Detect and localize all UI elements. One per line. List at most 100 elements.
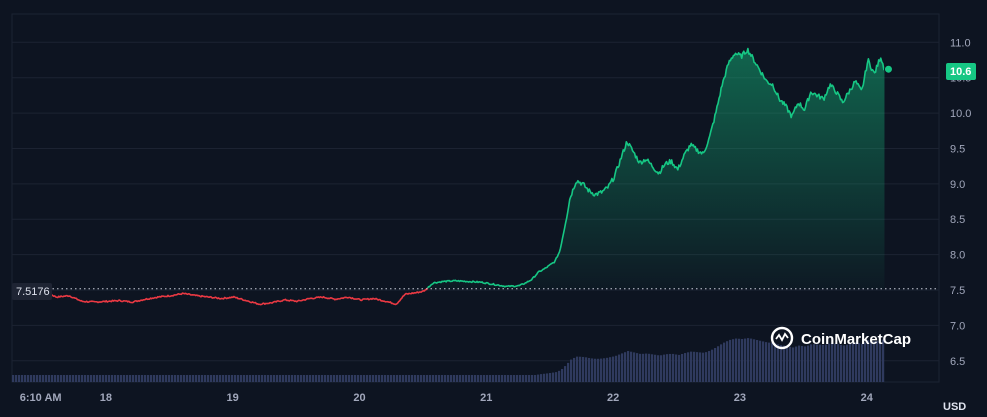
- volume-bar: [126, 375, 129, 382]
- volume-bar: [453, 375, 456, 382]
- price-line-up[interactable]: [426, 47, 885, 289]
- volume-bar: [840, 344, 843, 382]
- volume-bar: [135, 375, 138, 382]
- volume-bar: [486, 375, 489, 382]
- volume-bar: [699, 352, 702, 382]
- coinmarketcap-logo-icon: [770, 326, 794, 350]
- x-tick-label: 21: [480, 392, 492, 404]
- volume-bar: [648, 353, 651, 382]
- volume-bar: [312, 375, 315, 382]
- volume-bar: [429, 375, 432, 382]
- volume-bar: [579, 356, 582, 382]
- volume-bar: [111, 375, 114, 382]
- volume-bar: [288, 375, 291, 382]
- volume-bar: [747, 338, 750, 382]
- volume-bar: [711, 349, 714, 382]
- volume-bar: [372, 375, 375, 382]
- volume-bar: [450, 375, 453, 382]
- volume-bar: [510, 375, 513, 382]
- volume-bar: [405, 375, 408, 382]
- volume-bar: [183, 375, 186, 382]
- volume-bar: [276, 375, 279, 382]
- price-line[interactable]: [14, 47, 893, 306]
- volume-bar: [744, 338, 747, 382]
- volume-bar: [33, 375, 36, 382]
- volume-bar: [621, 353, 624, 382]
- volume-bar: [258, 375, 261, 382]
- volume-bar: [201, 375, 204, 382]
- volume-bar: [360, 375, 363, 382]
- volume-bar: [801, 345, 804, 382]
- volume-bar: [342, 375, 345, 382]
- volume-bar: [855, 342, 858, 382]
- volume-bar: [498, 375, 501, 382]
- x-tick-label: 6:10 AM: [20, 392, 62, 404]
- volume-bar: [864, 342, 867, 382]
- volume-bar: [543, 373, 546, 382]
- volume-bar: [228, 375, 231, 382]
- volume-bar: [501, 375, 504, 382]
- volume-bar: [759, 340, 762, 382]
- volume-bar: [279, 375, 282, 382]
- volume-bar: [495, 375, 498, 382]
- volume-bar: [729, 339, 732, 382]
- volume-bar: [123, 375, 126, 382]
- volume-bar: [294, 375, 297, 382]
- volume-bar: [60, 375, 63, 382]
- volume-bar: [168, 375, 171, 382]
- volume-bar: [591, 358, 594, 382]
- volume-bar: [687, 352, 690, 382]
- volume-bar: [858, 343, 861, 382]
- y-tick-label: 7.0: [950, 320, 965, 332]
- volume-bar: [393, 375, 396, 382]
- volume-bar: [690, 351, 693, 382]
- price-line-down[interactable]: [14, 287, 429, 306]
- y-tick-label: 9.0: [950, 179, 965, 191]
- volume-bar: [531, 375, 534, 382]
- volume-bar: [522, 375, 525, 382]
- volume-bar: [318, 375, 321, 382]
- volume-bar: [333, 375, 336, 382]
- volume-bar: [582, 356, 585, 382]
- y-tick-label: 9.5: [950, 143, 965, 155]
- x-tick-label: 18: [100, 392, 112, 404]
- volume-bar: [417, 375, 420, 382]
- y-tick-label: 10.0: [950, 108, 971, 120]
- volume-bar: [234, 375, 237, 382]
- volume-bar: [552, 372, 555, 382]
- volume-bar: [825, 344, 828, 382]
- volume-bar: [222, 375, 225, 382]
- volume-bar: [705, 352, 708, 382]
- volume-bar: [144, 375, 147, 382]
- volume-bar: [369, 375, 372, 382]
- volume-bar: [567, 362, 570, 382]
- currency-unit: USD: [943, 401, 966, 413]
- volume-bar: [84, 375, 87, 382]
- volume-bar: [438, 375, 441, 382]
- volume-bar: [150, 375, 153, 382]
- volume-bar: [105, 375, 108, 382]
- volume-bar: [537, 374, 540, 382]
- volume-bar: [93, 375, 96, 382]
- volume-bar: [321, 375, 324, 382]
- volume-bar: [156, 375, 159, 382]
- volume-bar: [75, 375, 78, 382]
- volume-bar: [363, 375, 366, 382]
- volume-bar: [804, 346, 807, 382]
- volume-bar: [435, 375, 438, 382]
- volume-bar: [216, 375, 219, 382]
- volume-bar: [255, 375, 258, 382]
- volume-bar: [564, 366, 567, 382]
- volume-bar: [576, 356, 579, 382]
- reference-price-badge: 7.5176: [12, 283, 52, 300]
- volume-bar: [138, 375, 141, 382]
- volume-bar: [303, 375, 306, 382]
- volume-bar: [600, 358, 603, 382]
- volume-bar: [39, 375, 42, 382]
- volume-bar: [162, 375, 165, 382]
- volume-bar: [282, 375, 285, 382]
- volume-bar: [66, 375, 69, 382]
- y-tick-label: 6.5: [950, 356, 965, 368]
